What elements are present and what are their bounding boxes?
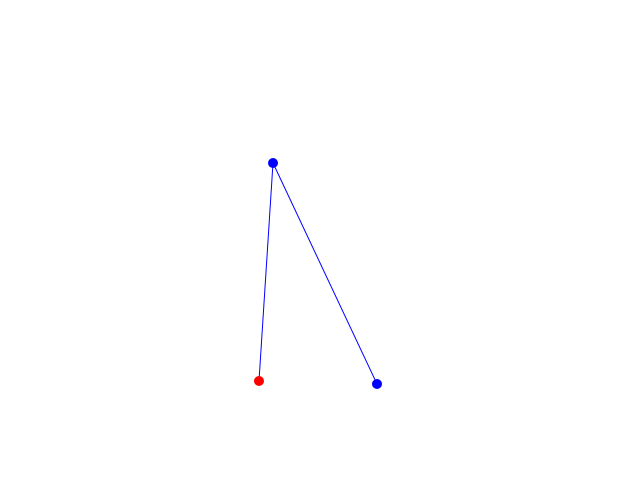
node-end (372, 379, 382, 389)
edge-apex-end (272, 162, 378, 385)
edge-start-apex (258, 162, 274, 382)
node-apex (268, 158, 278, 168)
node-start (254, 376, 264, 386)
